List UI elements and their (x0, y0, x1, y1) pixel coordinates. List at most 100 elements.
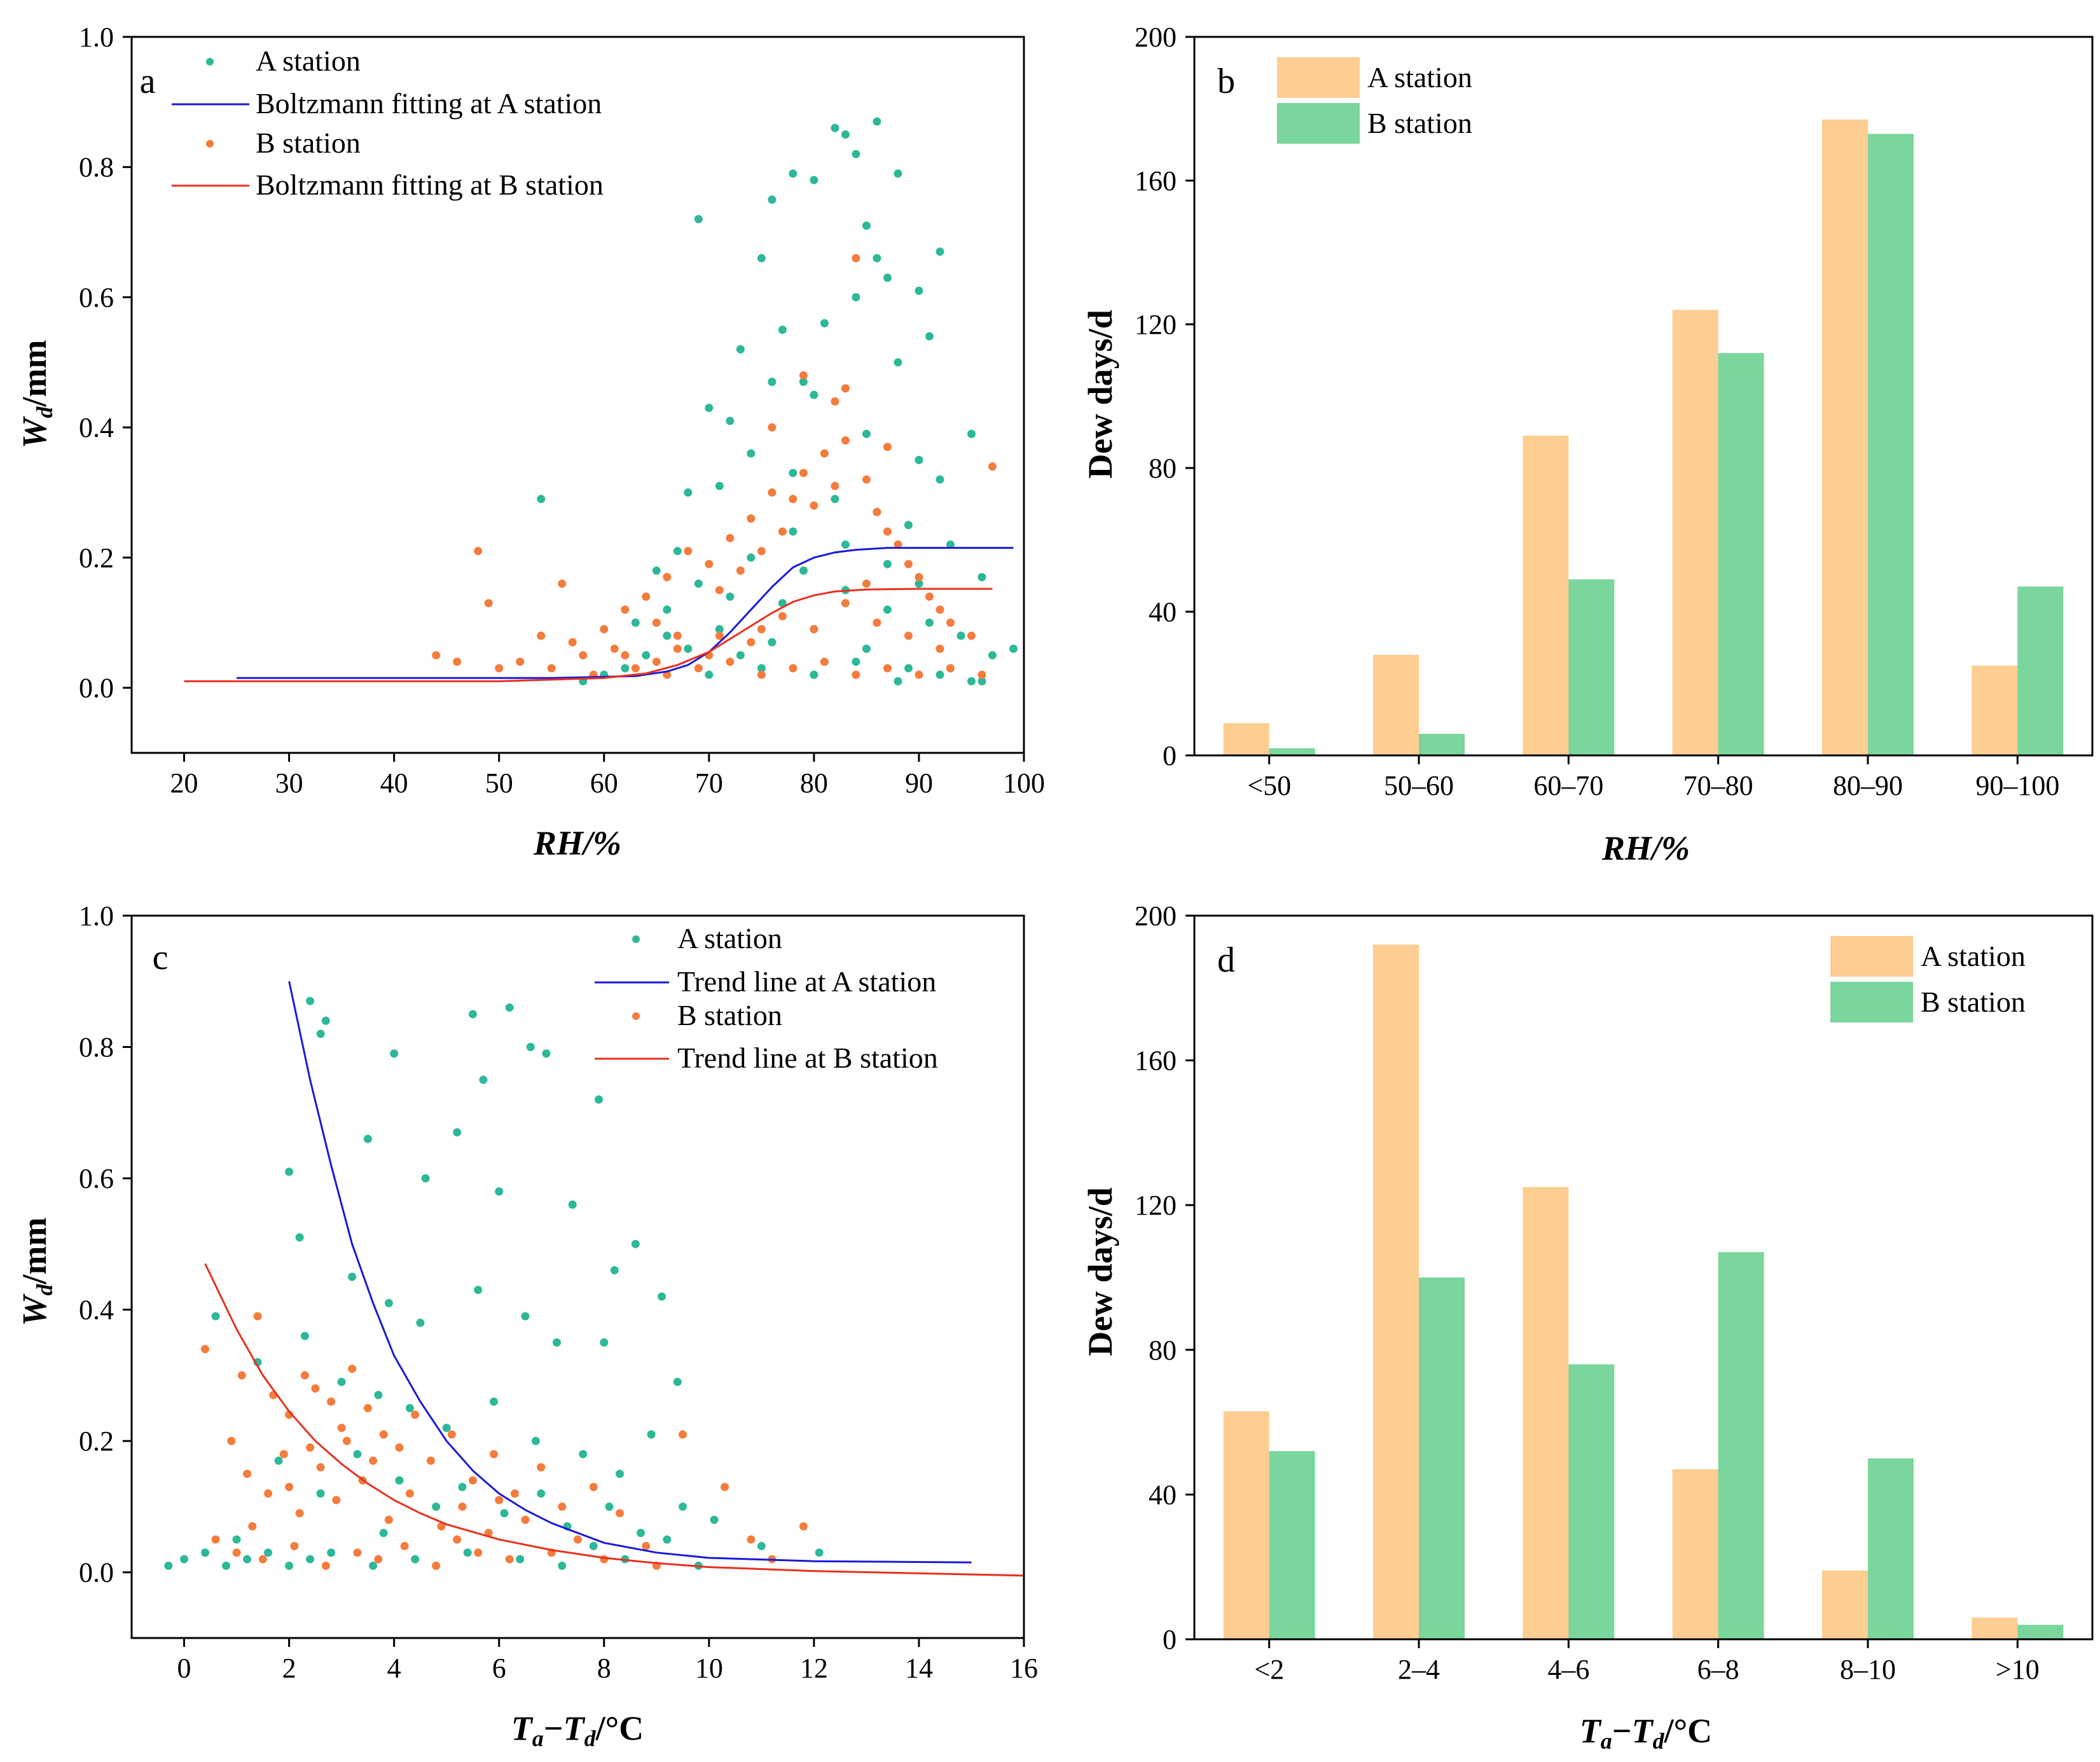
legend-a-fit-label: Boltzmann fitting at A station (256, 87, 602, 120)
x-tick-label: 6 (492, 1653, 506, 1684)
scatter-point (967, 429, 976, 438)
scatter-point (300, 1332, 309, 1340)
scatter-point (348, 1365, 357, 1373)
scatter-point (222, 1561, 231, 1570)
scatter-point (542, 1049, 551, 1058)
scatter-point (883, 273, 892, 282)
scatter-point (736, 566, 745, 575)
legend-b-station-label: B station (256, 127, 361, 159)
scatter-point (862, 429, 871, 438)
scatter-point (510, 1489, 519, 1498)
x-tick-label: 50–60 (1384, 770, 1454, 801)
fit-line (184, 588, 993, 682)
scatter-point (715, 625, 724, 634)
bar-a-station (1972, 665, 2018, 755)
scatter-point (295, 1509, 304, 1518)
scatter-point (642, 1541, 651, 1550)
legend-c-a-station-marker (632, 935, 640, 943)
scatter-point (453, 1128, 462, 1137)
scatter-point (894, 677, 902, 685)
scatter-point (369, 1456, 378, 1465)
scatter-point (778, 326, 787, 334)
scatter-point (201, 1345, 210, 1354)
y-tick-label: 0.0 (79, 1557, 114, 1588)
x-tick-label: <50 (1247, 770, 1291, 801)
scatter-point (904, 560, 913, 568)
legend-d-b-swatch (1830, 982, 1913, 1022)
scatter-point (715, 631, 724, 640)
scatter-point (810, 176, 819, 184)
scatter-point (904, 521, 913, 530)
bar-b-station (1868, 134, 1914, 756)
scatter-point (363, 1134, 372, 1143)
scatter-point (332, 1496, 341, 1504)
scatter-point (977, 677, 986, 685)
scatter-point (778, 527, 787, 536)
scatter-point (988, 462, 997, 471)
bar-a-station (1822, 119, 1868, 755)
scatter-point (684, 547, 693, 556)
scatter-point (799, 1522, 808, 1531)
scatter-point (705, 560, 714, 568)
panel-a-plot-frame (130, 36, 1025, 754)
bar-a-station (1373, 944, 1419, 1639)
bar-b-station (1269, 748, 1315, 755)
scatter-point (552, 1338, 561, 1347)
bar-a-station (1523, 436, 1569, 755)
scatter-point (379, 1529, 388, 1538)
scatter-point (694, 664, 703, 673)
scatter-point (946, 540, 955, 549)
scatter-point (663, 1535, 672, 1544)
scatter-point (946, 664, 955, 673)
scatter-point (757, 664, 766, 673)
scatter-point (642, 650, 651, 659)
y-tick-label: 0.6 (79, 282, 114, 313)
bar-b-station (2017, 586, 2064, 755)
scatter-point (258, 1555, 267, 1564)
scatter-point (715, 481, 724, 490)
y-tick-label: 0 (1163, 1624, 1177, 1655)
bar-b-station (1868, 1458, 1914, 1639)
scatter-point (673, 547, 682, 556)
scatter-point (841, 436, 850, 445)
scatter-point (237, 1371, 246, 1380)
scatter-point (595, 1095, 604, 1104)
scatter-point (778, 612, 787, 621)
y-tick-label: 0.4 (79, 412, 114, 443)
scatter-point (810, 670, 819, 679)
x-tick-label: <2 (1254, 1654, 1284, 1685)
panel-a-label: a (140, 62, 156, 101)
x-tick-label: 14 (905, 1653, 933, 1684)
scatter-point (180, 1555, 189, 1564)
x-tick-label: 2–4 (1398, 1654, 1440, 1685)
scatter-point (915, 573, 923, 582)
scatter-point (306, 1555, 315, 1564)
scatter-point (915, 455, 923, 464)
scatter-point (925, 332, 934, 341)
scatter-point (379, 1430, 388, 1439)
scatter-point (253, 1312, 262, 1321)
scatter-point (568, 1200, 577, 1209)
scatter-point (852, 149, 860, 158)
legend-a-station-label: A station (256, 45, 361, 77)
scatter-point (342, 1436, 351, 1445)
panel-a: a 20 30 40 50 60 70 80 90 1000.00.20.40.60.81.0 … (15, 22, 1045, 862)
scatter-point (574, 1535, 582, 1544)
legend-d-a-swatch (1830, 936, 1913, 977)
scatter-point (862, 475, 871, 484)
scatter-point (768, 195, 777, 204)
scatter-point (353, 1548, 362, 1557)
scatter-point (468, 1476, 477, 1485)
scatter-point (621, 650, 630, 659)
bar-b-station (1419, 1277, 1465, 1639)
scatter-point (579, 1450, 588, 1459)
scatter-point (479, 1075, 488, 1084)
y-tick-label: 1.0 (79, 900, 114, 932)
legend-b-a-swatch (1277, 57, 1360, 98)
scatter-point (789, 469, 798, 478)
scatter-point (810, 501, 819, 510)
scatter-point (474, 1548, 483, 1557)
scatter-point (432, 1502, 441, 1511)
scatter-point (936, 670, 944, 679)
scatter-point (495, 664, 504, 673)
